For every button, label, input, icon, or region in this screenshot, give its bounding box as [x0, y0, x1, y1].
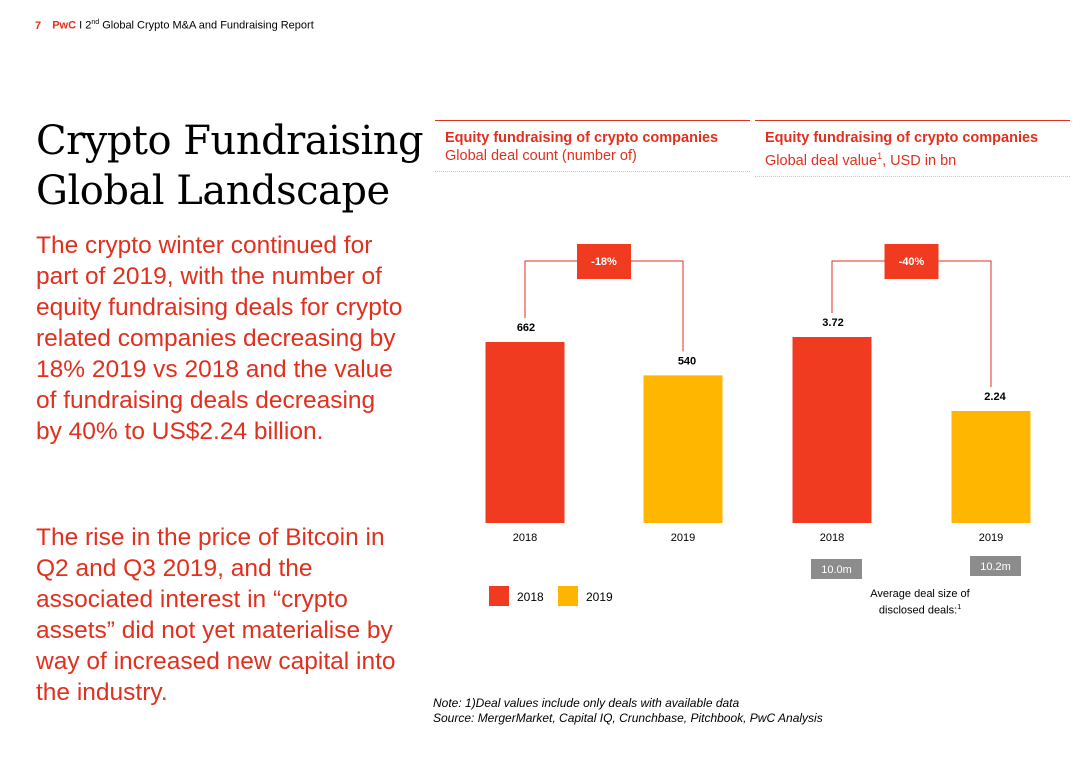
- avg-deal-size-value: 10.2m: [980, 561, 1011, 573]
- avg-deal-size-value: 10.0m: [821, 564, 852, 576]
- title-line-1: Crypto Fundraising: [36, 118, 424, 164]
- legend-swatch-2019: [558, 586, 578, 606]
- data-label: 540: [678, 355, 696, 367]
- data-label: 662: [517, 322, 535, 334]
- avg-deal-size-box: [811, 559, 862, 579]
- bar-2019: [643, 375, 723, 523]
- data-label: 3.72: [822, 317, 843, 329]
- change-badge: [884, 244, 939, 279]
- panel-subheading: Global deal count (number of): [445, 148, 637, 164]
- x-tick-label: 2018: [820, 532, 844, 544]
- panel-header-deal-count: Equity fundraising of crypto companies G…: [435, 120, 750, 172]
- legend-swatch-2018: [489, 586, 509, 606]
- body-paragraph-1: The crypto winter continued for part of …: [36, 232, 403, 445]
- panel-heading: Equity fundraising of crypto companies: [765, 130, 1039, 146]
- panel-subheading: Global deal value1, USD in bn: [765, 151, 957, 169]
- brand-name: PwC: [52, 19, 77, 32]
- legend-label-2019: 2019: [586, 590, 613, 604]
- x-tick-label: 2018: [513, 532, 537, 544]
- x-tick-label: 2019: [671, 532, 695, 544]
- report-ordinal-suffix: nd: [91, 19, 100, 26]
- body-paragraph-2: The rise in the price of Bitcoin in Q2 a…: [36, 524, 396, 706]
- footnote: Note: 1)Deal values include only deals w…: [433, 696, 823, 726]
- panel-heading: Equity fundraising of crypto companies: [445, 130, 719, 146]
- report-title: Global Crypto M&A and Fundraising Report: [102, 19, 314, 32]
- bar-2018: [485, 342, 565, 523]
- change-label: -18%: [591, 256, 617, 268]
- page-number: 7: [35, 19, 42, 32]
- legend-label-2018: 2018: [517, 590, 544, 604]
- data-label: 2.24: [984, 391, 1006, 403]
- bar-2019: [951, 411, 1031, 523]
- page-header: 7 PwC I 2nd Global Crypto M&A and Fundra…: [35, 19, 314, 32]
- change-label: -40%: [899, 256, 925, 268]
- note-line: Note: 1)Deal values include only deals w…: [433, 696, 740, 710]
- header-separator: I: [79, 19, 83, 32]
- panel-header-deal-value: Equity fundraising of crypto companies G…: [755, 120, 1070, 177]
- page-title: Crypto Fundraising Global Landscape: [36, 116, 424, 216]
- report-ordinal: 2: [85, 19, 92, 32]
- bar-2018: [792, 337, 872, 523]
- avg-deal-size-box: [970, 556, 1021, 576]
- title-line-2: Global Landscape: [36, 168, 390, 214]
- average-deal-size-label: Average deal size of disclosed deals:1: [870, 588, 970, 617]
- source-line: Source: MergerMarket, Capital IQ, Crunch…: [433, 711, 823, 725]
- change-badge: [577, 244, 631, 279]
- x-tick-label: 2019: [979, 532, 1003, 544]
